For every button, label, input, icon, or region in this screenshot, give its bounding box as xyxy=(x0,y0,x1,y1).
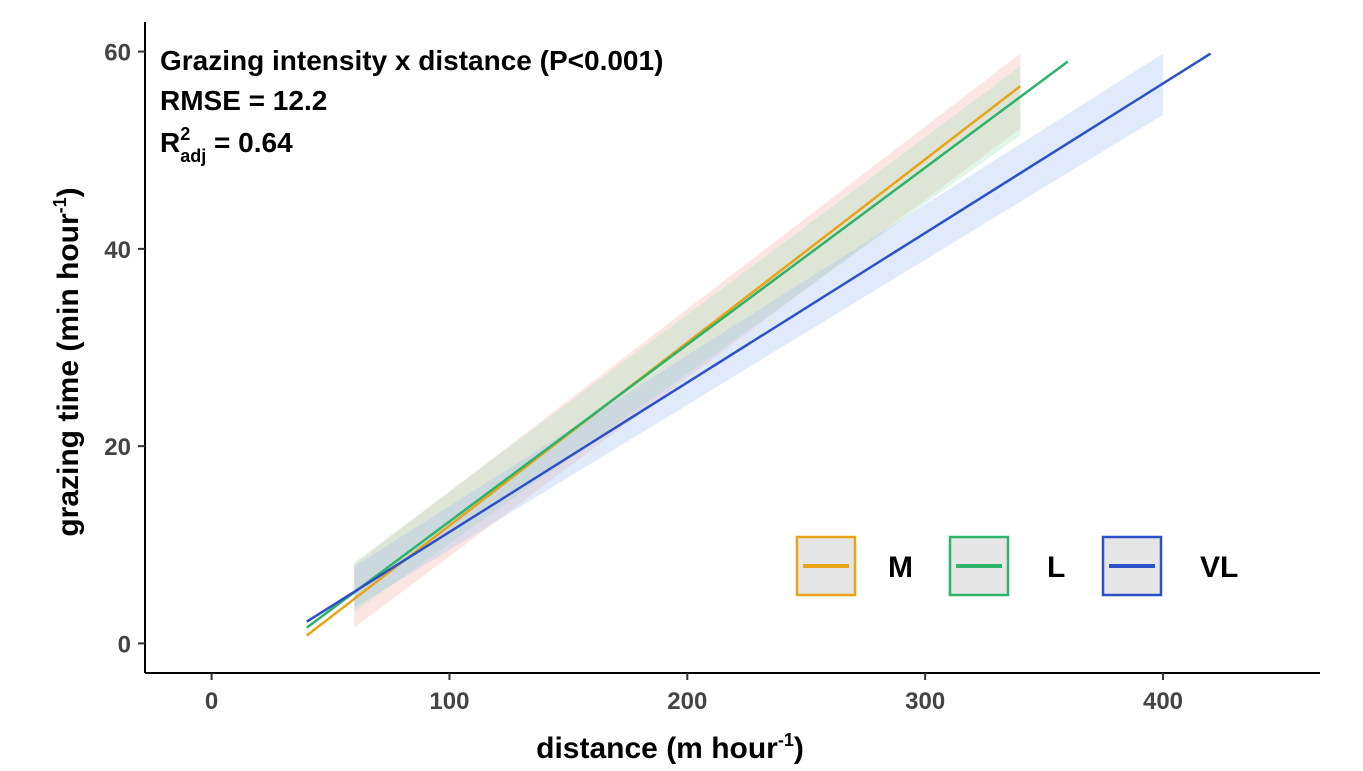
x-tick-label: 200 xyxy=(667,688,707,715)
r2-base: R xyxy=(160,127,180,158)
r2-subscript: adj xyxy=(180,146,206,166)
axes: 0 100 200 300 400 0 20 40 60 xyxy=(104,22,1320,715)
r2-value: = 0.64 xyxy=(206,127,293,158)
x-axis-title-tail: ) xyxy=(794,732,804,765)
confidence-band-l xyxy=(354,66,1021,612)
y-axis-title-tail: ) xyxy=(52,187,85,197)
legend: M L VL xyxy=(795,535,1238,597)
x-tick-label: 300 xyxy=(905,688,945,715)
regression-line-vl xyxy=(306,52,1212,623)
legend-label-m: M xyxy=(888,551,913,584)
y-axis-title: grazing time (min hour-1) xyxy=(50,187,85,536)
x-axis-title-sup: -1 xyxy=(778,730,794,750)
annotation-r2: R2 adj = 0.64 xyxy=(160,124,293,166)
x-tick-label: 100 xyxy=(429,688,469,715)
y-tick-label: 20 xyxy=(104,434,131,461)
r2-superscript: 2 xyxy=(180,124,190,144)
x-axis-title-base: distance (m hour xyxy=(536,732,778,765)
annotation-rmse: RMSE = 12.2 xyxy=(160,85,327,116)
y-tick-label: 40 xyxy=(104,237,131,264)
y-axis-title-sup: -1 xyxy=(50,197,70,213)
y-tick-label: 0 xyxy=(118,631,131,658)
annotation-title: Grazing intensity x distance (P<0.001) xyxy=(160,45,663,76)
x-tick-label: 0 xyxy=(205,688,218,715)
confidence-bands xyxy=(354,53,1164,628)
legend-label-vl: VL xyxy=(1200,551,1238,584)
regression-lines xyxy=(305,52,1212,637)
y-tick-label: 60 xyxy=(104,40,131,67)
x-tick-label: 400 xyxy=(1143,688,1183,715)
confidence-band-vl xyxy=(354,53,1164,608)
y-axis-title-base: grazing time (min hour xyxy=(52,213,85,537)
confidence-band-m xyxy=(354,53,1021,628)
regression-line-l xyxy=(305,60,1069,629)
x-axis-title: distance (m hour-1) xyxy=(536,730,804,765)
legend-label-l: L xyxy=(1047,551,1065,584)
